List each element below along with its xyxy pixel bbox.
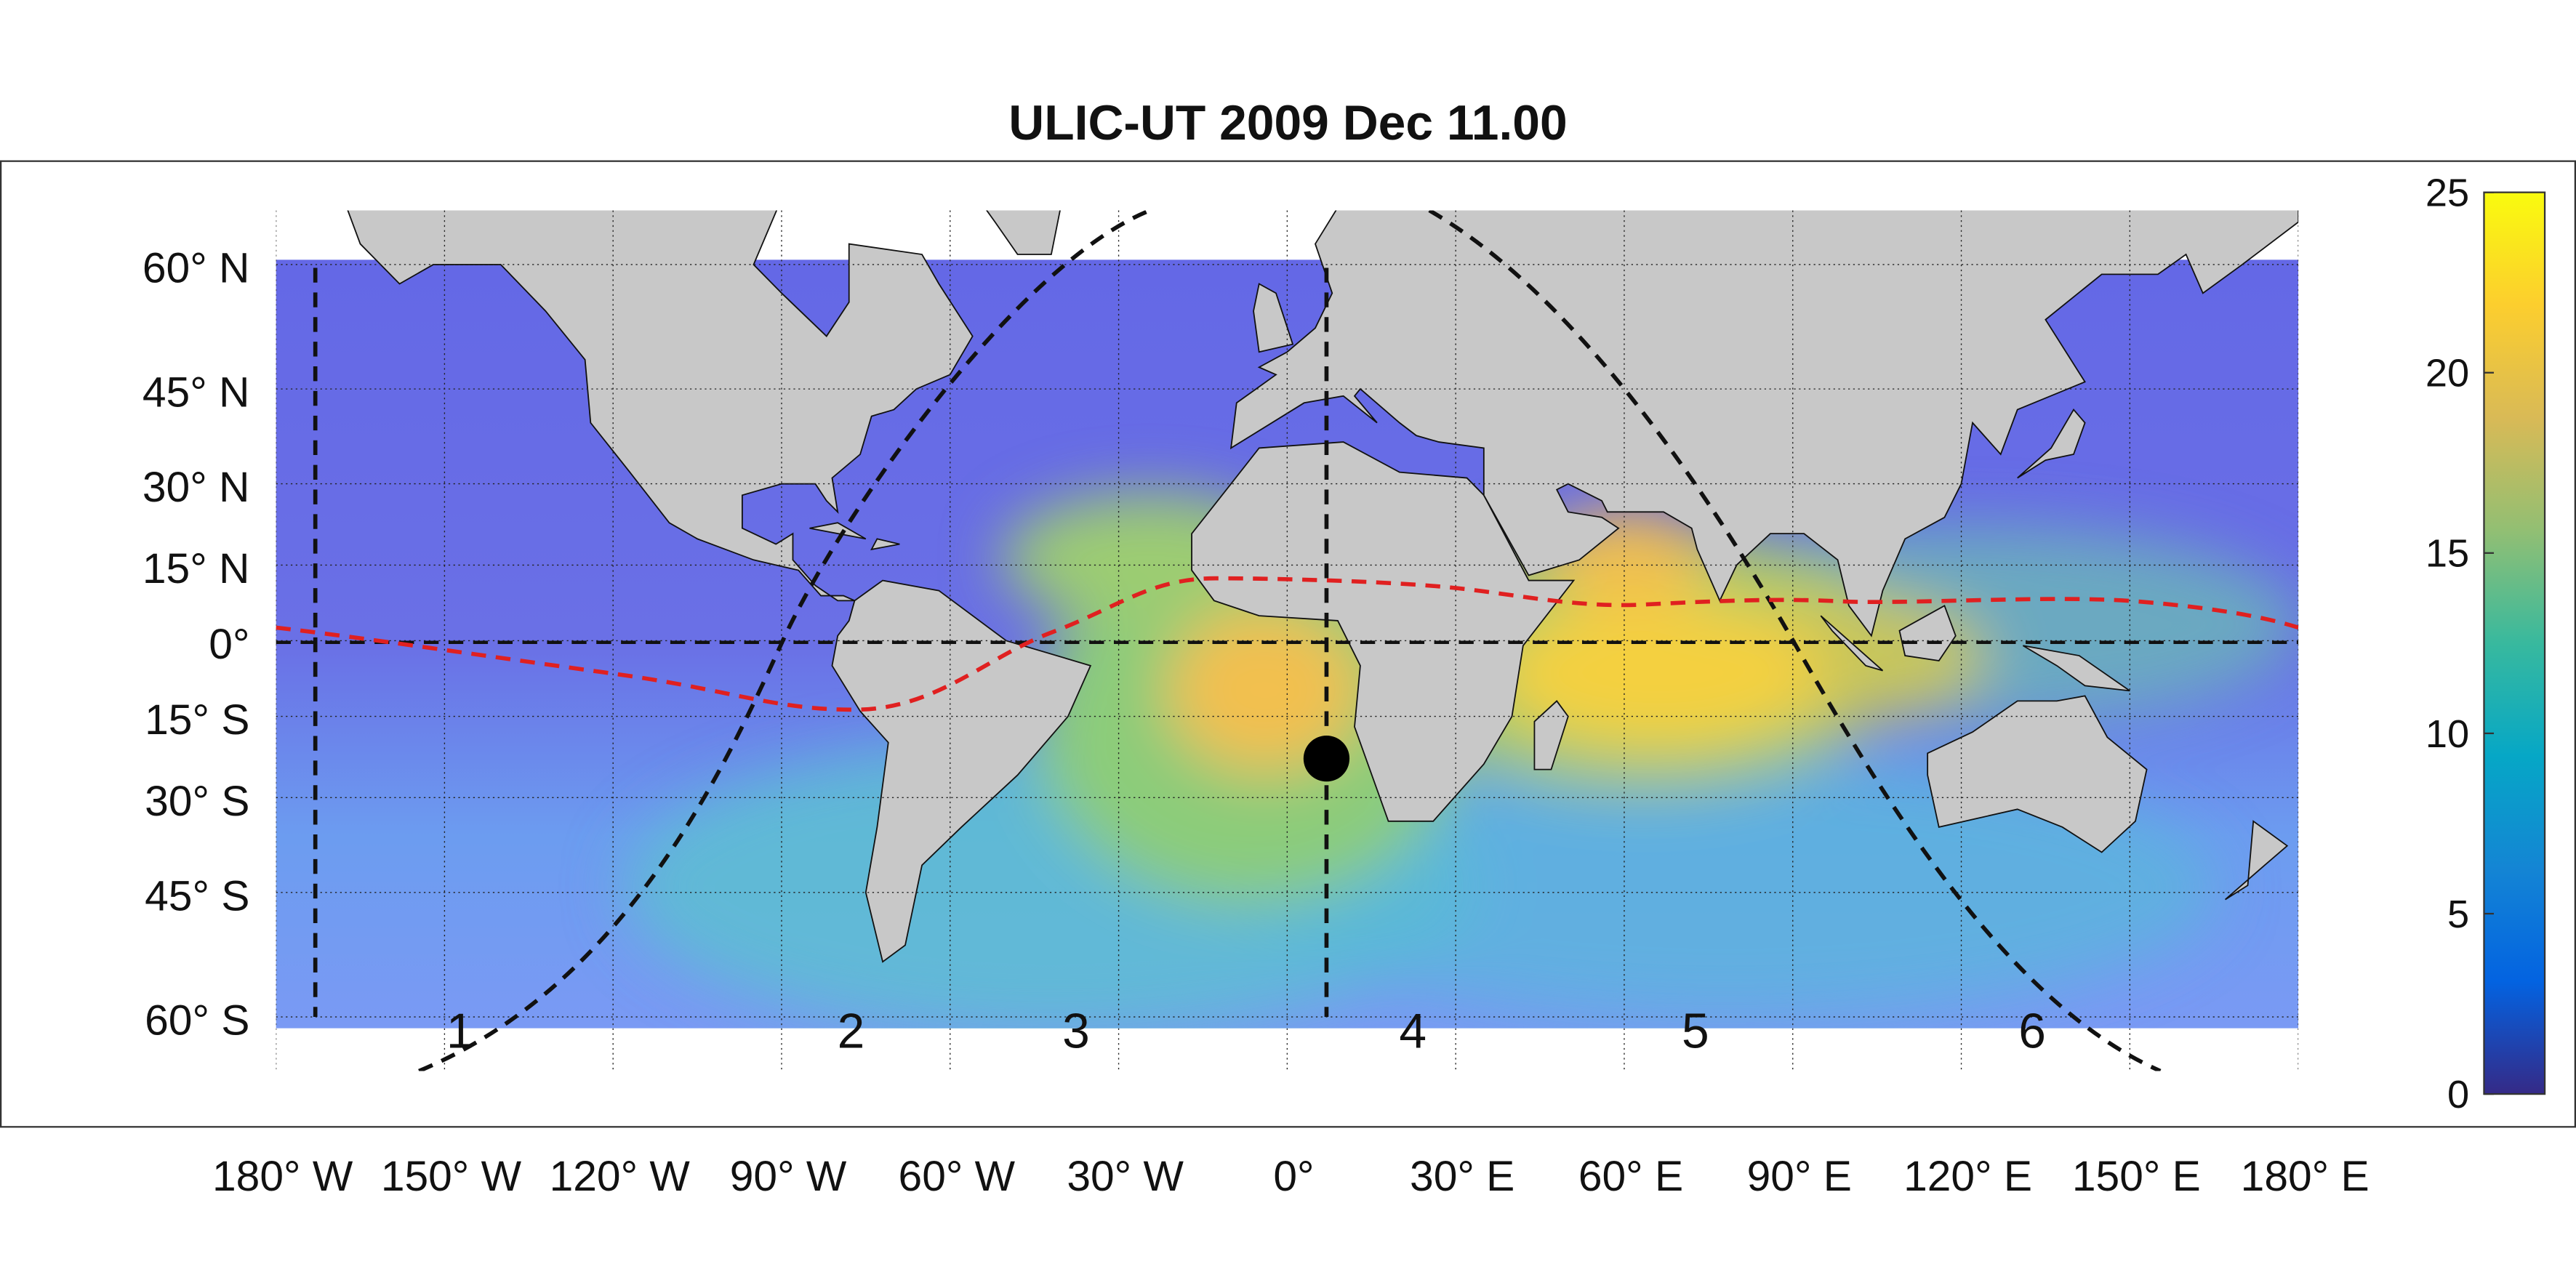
- region-label: 6: [2018, 1005, 2046, 1059]
- y-tick-label: 30° S: [145, 778, 249, 825]
- landmass: [986, 210, 1061, 255]
- colorbar-tick-label: 5: [2447, 893, 2469, 936]
- x-tick-label: 30° E: [1410, 1153, 1514, 1200]
- title: ULIC-UT 2009 Dec 11.00: [1008, 96, 1567, 150]
- landmass: [1253, 283, 1294, 353]
- landmass: [1820, 615, 1884, 672]
- x-tick-label: 120° E: [1903, 1153, 2032, 1200]
- region-label: 2: [838, 1005, 865, 1059]
- landmass: [347, 210, 974, 602]
- x-tick-label: 120° W: [550, 1153, 691, 1200]
- y-tick-label: 15° N: [143, 545, 250, 592]
- terminator: [418, 210, 1151, 1071]
- terminator: [1428, 210, 2162, 1071]
- colorbar-tick-label: 20: [2425, 352, 2469, 395]
- x-tick-label: 60° W: [899, 1153, 1016, 1200]
- marker: [1303, 736, 1350, 782]
- y-tick-label: 60° N: [143, 244, 250, 291]
- region-label: 4: [1399, 1005, 1427, 1059]
- colorbar-tick-label: 15: [2425, 532, 2469, 576]
- landmass: [2022, 645, 2130, 692]
- x-tick-label: 90° W: [730, 1153, 847, 1200]
- y-tick-label: 45° N: [143, 369, 250, 416]
- y-tick-label: 15° S: [145, 696, 249, 744]
- x-tick-label: 60° E: [1578, 1153, 1683, 1200]
- landmass: [1533, 700, 1569, 770]
- x-tick-label: 180° E: [2241, 1153, 2370, 1200]
- colorbar: [2483, 191, 2546, 1095]
- x-tick-label: 0°: [1273, 1153, 1314, 1200]
- dip-equator: [276, 576, 2299, 712]
- colorbar-tick-label: 10: [2425, 712, 2469, 756]
- x-tick-label: 90° E: [1747, 1153, 1852, 1200]
- y-tick-label: 45° S: [145, 872, 249, 919]
- landmass: [2224, 820, 2289, 901]
- colorbar-tick-label: 25: [2425, 171, 2469, 214]
- landmass: [870, 538, 900, 551]
- figure-frame: [0, 160, 2576, 1128]
- region-label: 3: [1062, 1005, 1090, 1059]
- x-tick-label: 150° W: [381, 1153, 522, 1200]
- landmass: [1898, 605, 1957, 662]
- region-label: 1: [446, 1005, 474, 1059]
- y-tick-label: 30° N: [143, 464, 250, 511]
- colorbar-tick-label: 0: [2447, 1073, 2469, 1116]
- x-tick-label: 150° E: [2072, 1153, 2201, 1200]
- y-tick-label: 60° S: [145, 997, 249, 1045]
- landmass: [1927, 695, 2148, 853]
- x-tick-label: 30° W: [1067, 1153, 1184, 1200]
- landmass: [809, 522, 867, 540]
- x-tick-label: 180° W: [212, 1153, 353, 1200]
- landmass: [1229, 210, 2299, 637]
- landmass: [2017, 408, 2086, 479]
- y-tick-label: 0°: [209, 621, 249, 668]
- region-label: 5: [1682, 1005, 1709, 1059]
